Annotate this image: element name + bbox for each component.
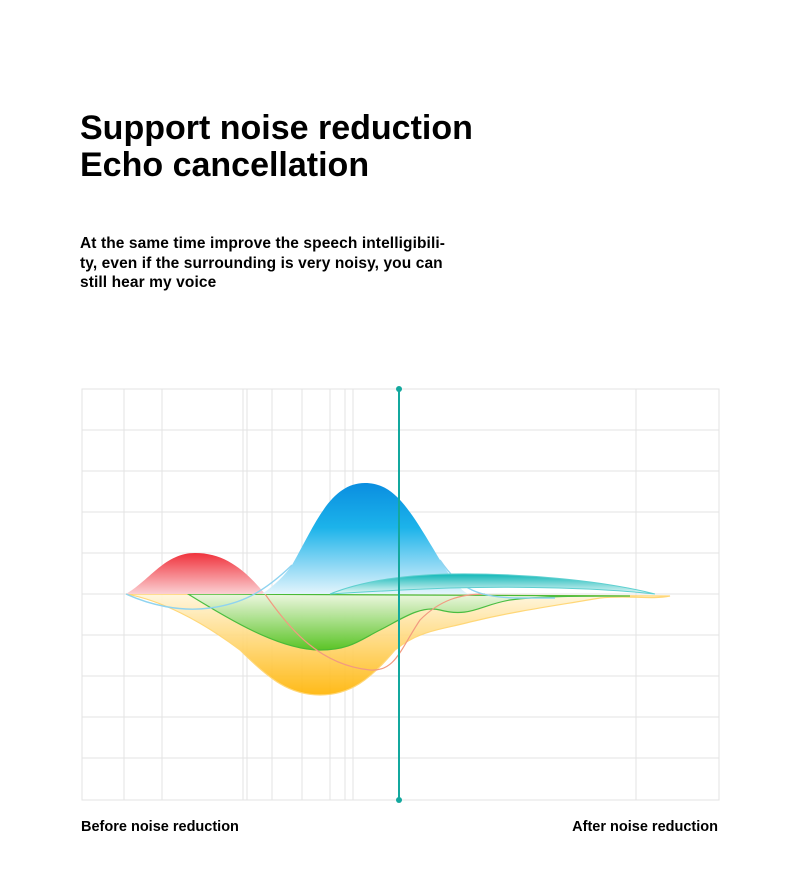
title-line-2: Echo cancellation [80,146,370,184]
red-wave [126,553,265,594]
red-trail [264,593,486,671]
divider-bottom-dot [396,797,402,803]
after-label: After noise reduction [572,819,718,835]
divider-top-dot [396,386,402,392]
desc-line-1: At the same time improve the speech inte… [80,235,446,252]
page-title: Support noise reduction Echo cancellation [80,110,473,184]
blue-outline [125,559,555,610]
before-label: Before noise reduction [81,819,239,835]
teal-wave [329,573,656,595]
desc-line-2: ty, even if the surrounding is very nois… [80,254,443,272]
blue-wave [262,483,470,594]
desc-line-3: still hear my voice [80,274,217,291]
description: At the same time improve the speech inte… [80,234,510,293]
title-line-1: Support noise reduction [80,109,473,147]
